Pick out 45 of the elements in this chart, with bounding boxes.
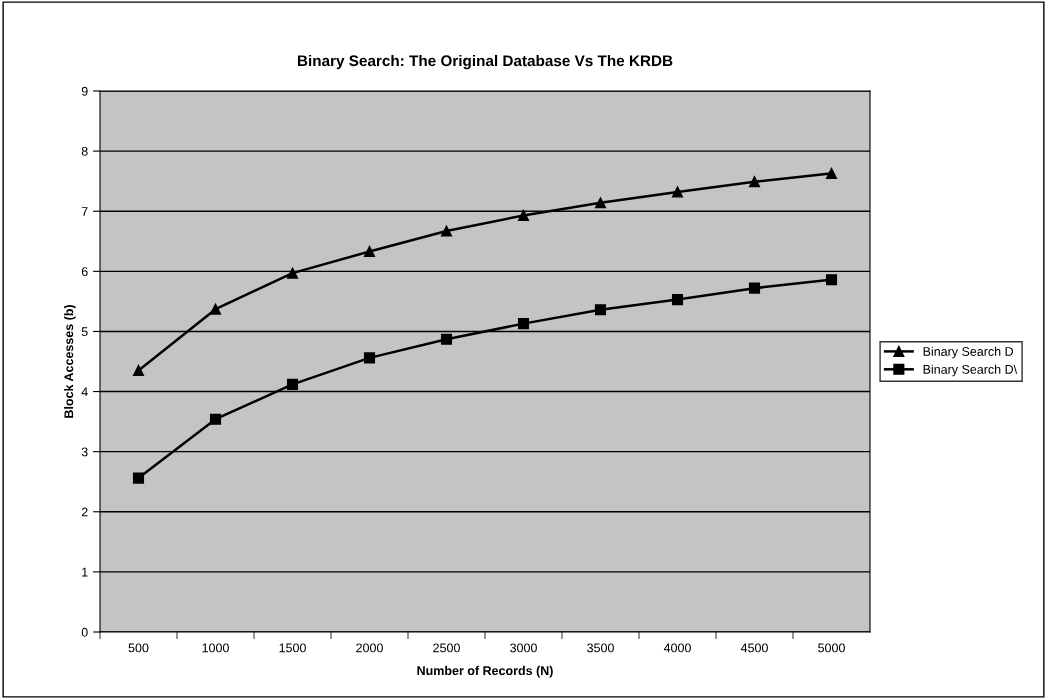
point (286, 267, 299, 279)
point (825, 274, 838, 286)
point (594, 304, 607, 316)
x-tick-label: 3500 (587, 643, 614, 653)
point (440, 225, 453, 237)
point (517, 318, 530, 330)
point (209, 303, 222, 315)
point (594, 197, 607, 209)
point (363, 352, 376, 364)
y-tick-label: 2 (81, 507, 88, 517)
x-tick-label: 4000 (663, 643, 691, 653)
point (671, 294, 684, 306)
x-tick-label: 2000 (356, 643, 383, 653)
point (132, 472, 145, 484)
y-tick-label: 5 (81, 327, 88, 337)
y-tick-label: 3 (81, 447, 88, 457)
y-tick-label: 7 (81, 207, 88, 216)
point (671, 186, 684, 198)
point (748, 282, 761, 294)
point (748, 176, 761, 188)
y-tick-label: 8 (81, 146, 88, 156)
x-tick-label: 5000 (818, 643, 845, 653)
point (132, 364, 145, 377)
point (286, 378, 299, 390)
y-tick-label: 0 (81, 627, 88, 637)
y-tick-label: 9 (81, 86, 88, 96)
y-tick-label: 4 (81, 387, 88, 397)
x-tick-label: 3000 (510, 643, 537, 653)
point (209, 413, 222, 425)
x-tick-label: 2500 (433, 643, 460, 653)
x-axis-title: Number of Records (N) (417, 665, 553, 678)
x-tick-label: 1000 (202, 643, 229, 653)
chart-title: Binary Search: The Original Database Vs The KRDB (297, 54, 673, 70)
y-tick-label: 1 (82, 567, 88, 577)
x-tick-label: 1500 (279, 643, 306, 653)
legend-label: Binary Search D (923, 346, 1014, 359)
y-axis-title: Block Accesses (b) (64, 305, 76, 418)
point (363, 245, 376, 258)
legend-label: Binary Search D\ (923, 364, 1018, 377)
x-tick-label: 500 (128, 643, 149, 653)
point (440, 333, 453, 345)
y-tick-label: 6 (81, 267, 88, 276)
x-tick-label: 4500 (740, 643, 768, 653)
point (825, 167, 838, 179)
point (517, 209, 530, 221)
